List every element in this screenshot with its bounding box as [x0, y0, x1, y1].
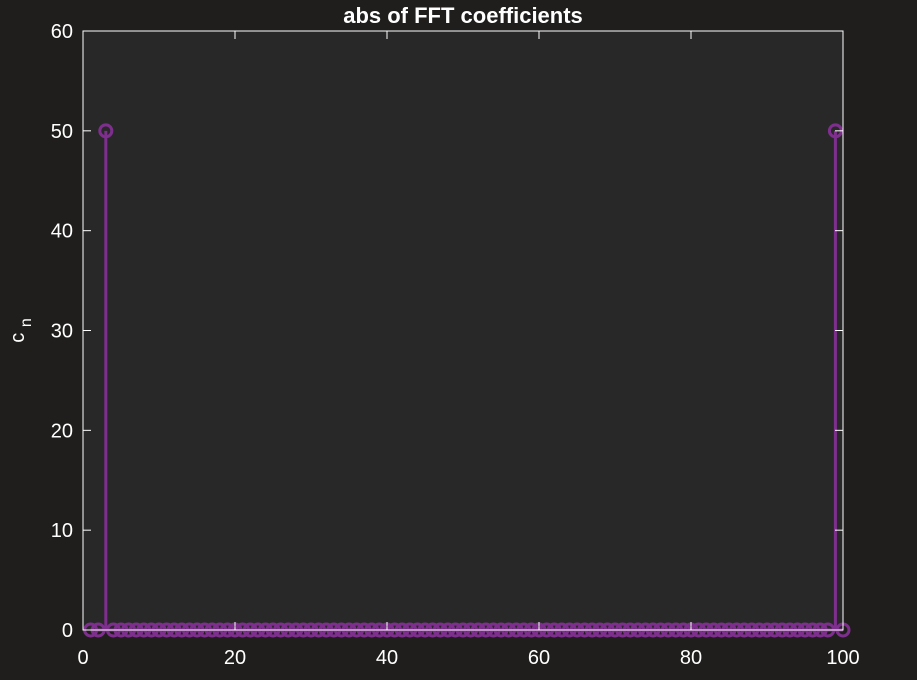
x-tick-label: 20: [224, 647, 246, 669]
y-tick-label: 10: [51, 520, 73, 542]
y-tick-label: 50: [51, 121, 73, 143]
y-axis-label-main: c: [7, 333, 29, 343]
x-tick-label: 80: [680, 647, 702, 669]
y-tick-label: 60: [51, 21, 73, 43]
y-tick-label: 20: [51, 420, 73, 442]
stem-marker: [98, 123, 114, 139]
y-axis-label: c n: [7, 318, 35, 342]
y-tick-label: 30: [51, 321, 73, 343]
axis-ticks: 0 20 40 60 80 100 0 10 20 30 40 50 60: [51, 21, 860, 669]
plot-area: [83, 31, 843, 630]
x-tick-label: 40: [376, 647, 398, 669]
y-tick-label: 40: [51, 221, 73, 243]
x-tick-label: 100: [826, 647, 859, 669]
y-axis-label-subscript: n: [18, 318, 35, 327]
x-tick-label: 60: [528, 647, 550, 669]
x-tick-label: 0: [77, 647, 88, 669]
chart-title: abs of FFT coefficients: [343, 3, 583, 28]
y-tick-label: 0: [62, 620, 73, 642]
stem-point: [98, 123, 114, 630]
